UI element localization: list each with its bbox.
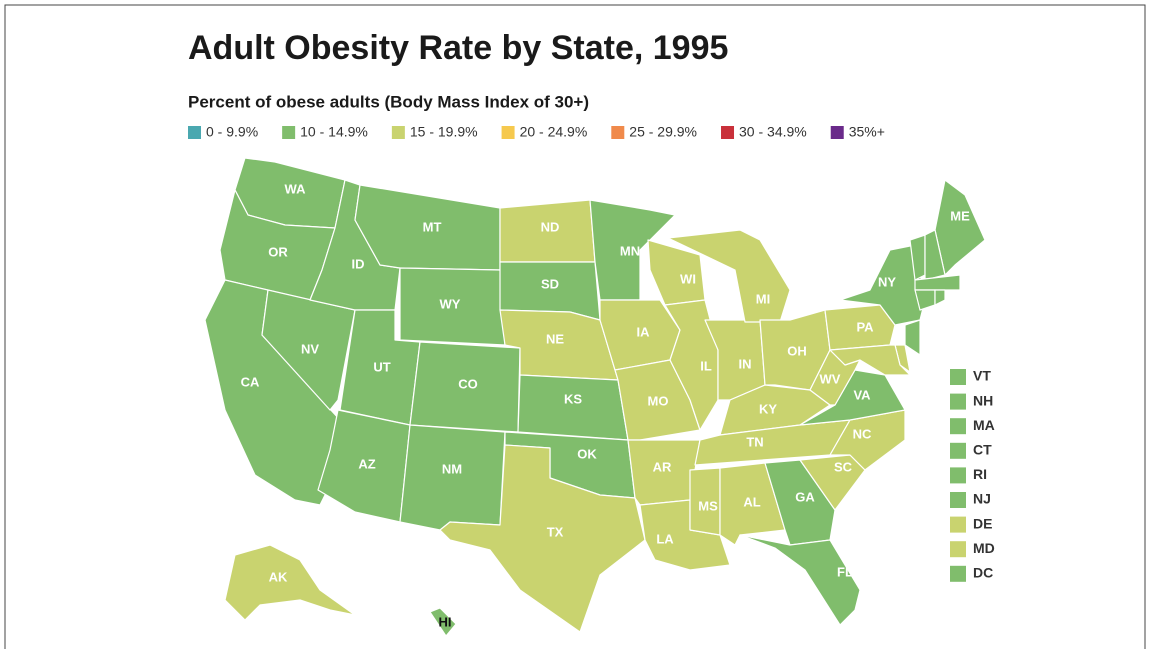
small-state-label: CT [973, 442, 992, 458]
state-label: LA [656, 531, 674, 546]
state-label: TX [547, 524, 564, 539]
small-state-label: MA [973, 417, 995, 433]
state-label: PA [856, 319, 874, 334]
state-label: NV [301, 341, 319, 356]
state-label: ID [352, 256, 365, 271]
state [224, 544, 356, 621]
small-state-label: NH [973, 392, 993, 408]
state-label: IN [739, 356, 752, 371]
state-label: MI [756, 291, 770, 306]
small-state-swatch [950, 565, 966, 582]
legend-label: 35%+ [849, 124, 885, 140]
legend-swatch [282, 126, 296, 139]
small-state-swatch [950, 492, 966, 508]
state-label: NE [546, 331, 564, 346]
legend-swatch [188, 126, 201, 139]
small-state-swatch [950, 541, 966, 558]
state-label: MO [648, 393, 669, 408]
state [824, 304, 896, 351]
state-label: OH [787, 343, 807, 358]
legend: 0 - 9.9% 10 - 14.9% 15 - 19.9% 20 - 24.9% 25… [188, 124, 885, 140]
state-label: OK [577, 446, 597, 461]
state-label: KS [564, 391, 582, 406]
legend-swatch [611, 126, 625, 139]
state-label: FL [837, 564, 853, 579]
legend-label: 25 - 29.9% [629, 124, 697, 140]
legend-label: 10 - 14.9% [300, 124, 368, 140]
state-label: KY [759, 401, 777, 416]
map-subtitle: Percent of obese adults (Body Mass Index… [188, 92, 589, 111]
state [664, 299, 719, 431]
state-label: AK [269, 569, 288, 584]
state-label: ND [541, 219, 560, 234]
small-state-label: DE [973, 515, 992, 531]
small-state-swatch [950, 442, 966, 459]
legend-swatch [501, 126, 515, 139]
small-state-swatch [950, 418, 966, 435]
state [589, 199, 676, 301]
state [517, 374, 629, 441]
state-label: MT [423, 219, 442, 234]
small-state-label: MD [973, 540, 995, 556]
state-label: GA [795, 489, 815, 504]
state-label: TN [746, 434, 763, 449]
state [914, 274, 961, 291]
state-label: ME [950, 208, 970, 223]
small-state-swatch [950, 516, 966, 533]
small-state-label: DC [973, 565, 993, 581]
state-label: WV [820, 371, 841, 386]
state [829, 344, 911, 376]
legend-label: 15 - 19.9% [410, 124, 478, 140]
state [934, 289, 946, 306]
small-state-swatch [950, 467, 966, 484]
state-label: WA [285, 181, 307, 196]
state-label: NC [853, 426, 872, 441]
legend-label: 30 - 34.9% [739, 124, 807, 140]
state-label: MS [698, 498, 718, 513]
state [667, 229, 791, 323]
state-label: SC [834, 459, 853, 474]
state-label: OR [268, 244, 288, 259]
small-state-swatch [950, 393, 966, 410]
state [439, 444, 646, 633]
state [399, 424, 506, 531]
legend-label: 20 - 24.9% [520, 124, 588, 140]
state-label: AR [653, 459, 672, 474]
small-state-label: RI [973, 466, 987, 482]
state-label: HI [439, 614, 452, 629]
legend-swatch [391, 126, 405, 139]
state-label: MN [620, 243, 640, 258]
state-label: CO [458, 376, 478, 391]
states: WA OR CA NV ID MT WY UT CO AZ NM ND SD NE KS OK TX MN IA MO… [204, 157, 986, 637]
state-label: NY [878, 274, 896, 289]
state [924, 229, 946, 281]
state-label: IA [637, 324, 651, 339]
legend-label: 0 - 9.9% [206, 124, 258, 140]
small-states-legend: VT NH MA CT RI NJ DE MD DC [950, 368, 995, 582]
map-title: Adult Obesity Rate by State, 1995 [188, 29, 728, 67]
state-label: VA [853, 387, 871, 402]
state-label: WY [440, 296, 461, 311]
state-label: AZ [358, 456, 375, 471]
legend-swatch [830, 126, 844, 139]
state [429, 607, 457, 637]
legend-swatch [721, 126, 735, 139]
state [739, 534, 861, 626]
small-state-label: NJ [973, 491, 991, 507]
state-label: IL [700, 358, 712, 373]
state-label: UT [373, 359, 390, 374]
small-state-label: VT [973, 368, 991, 384]
state-label: NM [442, 461, 462, 476]
state-label: WI [680, 271, 696, 286]
state-label: CA [241, 374, 260, 389]
state-label: SD [541, 276, 559, 291]
state [904, 319, 921, 356]
state-label: AL [743, 494, 760, 509]
small-state-swatch [950, 369, 966, 385]
